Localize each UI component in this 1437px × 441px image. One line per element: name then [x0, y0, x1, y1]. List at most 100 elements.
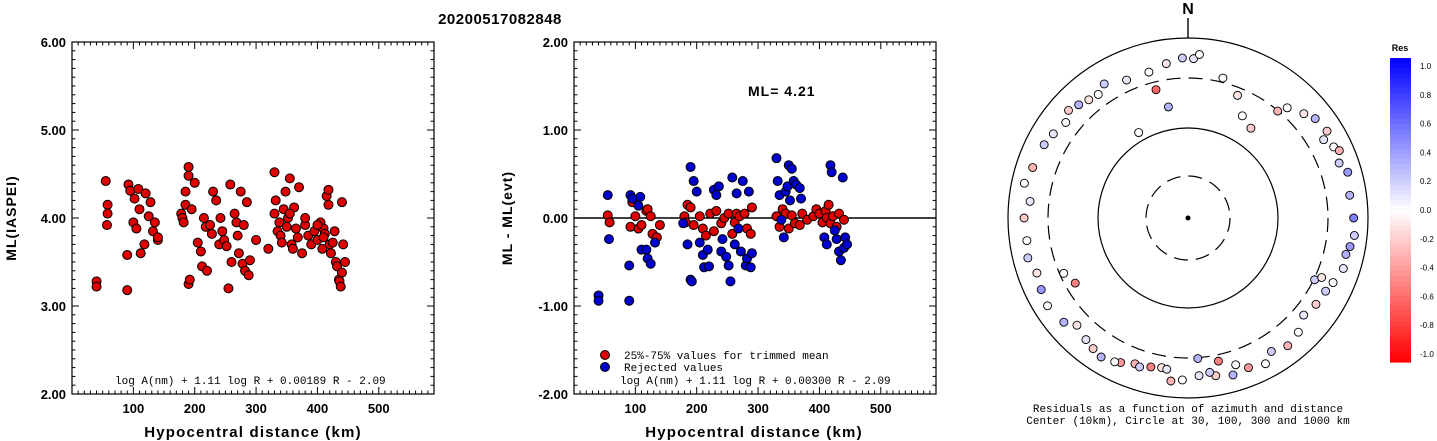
colorbar-tick-label: -1.0	[1420, 350, 1434, 359]
station-residual-point	[1193, 354, 1203, 363]
magnitude-point	[192, 237, 203, 248]
colorbar-tick-label: 0.0	[1420, 206, 1432, 215]
colorbar-cell	[1390, 118, 1411, 125]
station-residual-point	[1093, 89, 1103, 99]
station-residual-point	[1349, 231, 1359, 240]
rejected-residual-point	[776, 214, 787, 225]
colorbar-cell	[1390, 215, 1411, 221]
station-residual-point	[1233, 90, 1242, 100]
magnitude-point	[139, 239, 150, 250]
trimmed-residual-point	[645, 211, 656, 222]
epicenter-marker	[1185, 215, 1191, 221]
station-residual-point	[1299, 109, 1309, 119]
magnitude-point	[281, 221, 292, 232]
magnitude-x-tick-label: 400	[307, 401, 329, 416]
station-residual-point	[1059, 268, 1069, 278]
magnitude-x-tick-label: 100	[123, 401, 145, 416]
station-residual-point	[1023, 253, 1033, 263]
magnitude-point	[336, 267, 347, 278]
residual-y-tick-label: 0.00	[543, 211, 568, 226]
colorbar-cell	[1390, 159, 1411, 165]
colorbar-tick-label: 0.4	[1420, 148, 1432, 157]
station-residual-point	[1043, 301, 1052, 311]
station-residual-point	[1293, 327, 1303, 337]
colorbar-cell	[1390, 326, 1411, 333]
station-residual-point	[1135, 362, 1145, 372]
colorbar-cell	[1390, 240, 1411, 247]
magnitude-point	[149, 217, 160, 228]
magnitude-y-tick-label: 3.00	[41, 299, 66, 314]
magnitude-formula: log A(nm) + 1.11 log R + 0.00189 R - 2.0…	[115, 376, 386, 388]
station-residual-point	[1048, 129, 1058, 139]
ring-30km	[1145, 175, 1231, 261]
figure-title: 20200517082848	[438, 11, 562, 28]
trimmed-residual-point	[739, 208, 750, 219]
magnitude-point	[180, 186, 191, 197]
rejected-residual-point	[678, 218, 689, 229]
colorbar-cell	[1390, 250, 1411, 257]
colorbar-cell	[1390, 154, 1411, 160]
magnitude-point	[101, 220, 112, 231]
magnitude-point	[323, 199, 334, 210]
magnitude-point	[340, 257, 351, 267]
station-residual-point	[1070, 278, 1080, 288]
rejected-residual-point	[745, 262, 756, 273]
rejected-residual-point	[641, 244, 652, 255]
station-residual-point	[1151, 85, 1161, 95]
residual-x-tick-label: 200	[686, 401, 708, 416]
magnitude-point	[183, 161, 194, 172]
polar-caption-line2: Center (10km), Circle at 30, 100, 300 an…	[1026, 416, 1350, 428]
rejected-residual-point	[703, 261, 714, 272]
magnitude-point	[290, 223, 301, 234]
rejected-residual-point	[786, 163, 797, 174]
colorbar-cell	[1390, 68, 1411, 74]
trimmed-residual-point	[711, 205, 722, 216]
magnitude-point	[225, 179, 236, 190]
magnitude-point	[329, 226, 340, 237]
station-residual-point	[1341, 250, 1351, 259]
magnitude-point	[312, 220, 323, 231]
rejected-residual-point	[691, 186, 702, 197]
north-label: N	[1182, 1, 1194, 18]
station-residual-point	[1317, 273, 1327, 282]
station-residual-point	[1319, 135, 1329, 145]
station-residual-point	[1064, 105, 1073, 115]
colorbar-tick-label: 0.6	[1420, 120, 1432, 129]
station-residual-point	[1177, 375, 1187, 385]
station-residual-point	[1231, 360, 1241, 370]
station-residual-point	[1166, 376, 1176, 386]
rejected-residual-point	[729, 239, 740, 250]
magnitude-point	[183, 170, 194, 181]
station-residual-point	[1299, 310, 1309, 320]
magnitude-point	[195, 246, 206, 257]
magnitude-point	[122, 285, 133, 296]
station-residual-point	[1345, 190, 1355, 200]
magnitude-point	[223, 283, 234, 294]
residual-axis-ticks: -2.00 -1.00 0.00 1.00 2.00 100 200 300 400 500	[538, 35, 936, 416]
trimmed-residual-point	[794, 220, 805, 231]
magnitude-point	[189, 177, 200, 188]
magnitude-point	[229, 208, 240, 219]
magnitude-plot-frame	[71, 41, 435, 395]
magnitude-point	[122, 249, 133, 260]
magnitude-point	[270, 195, 281, 206]
trimmed-residual-point	[630, 211, 641, 222]
rejected-residual-point	[829, 225, 840, 236]
rejected-residual-point	[743, 186, 754, 197]
residual-x-tick-label: 500	[870, 401, 892, 416]
colorbar-cell	[1390, 93, 1411, 100]
colorbar-cell	[1390, 174, 1411, 181]
station-residual-point	[1059, 317, 1069, 327]
colorbar-cell	[1390, 331, 1411, 338]
station-residual-points	[1019, 50, 1359, 386]
magnitude-point	[323, 184, 334, 195]
colorbar-cell	[1390, 356, 1411, 363]
residual-x-tick-label: 400	[809, 401, 831, 416]
residual-data-points	[593, 153, 853, 306]
rejected-residual-point	[746, 248, 757, 259]
magnitude-point	[297, 248, 308, 259]
magnitude-point	[300, 213, 311, 223]
rejected-residual-point	[624, 260, 635, 271]
magnitude-point	[140, 188, 151, 199]
rejected-residual-point	[645, 258, 656, 269]
